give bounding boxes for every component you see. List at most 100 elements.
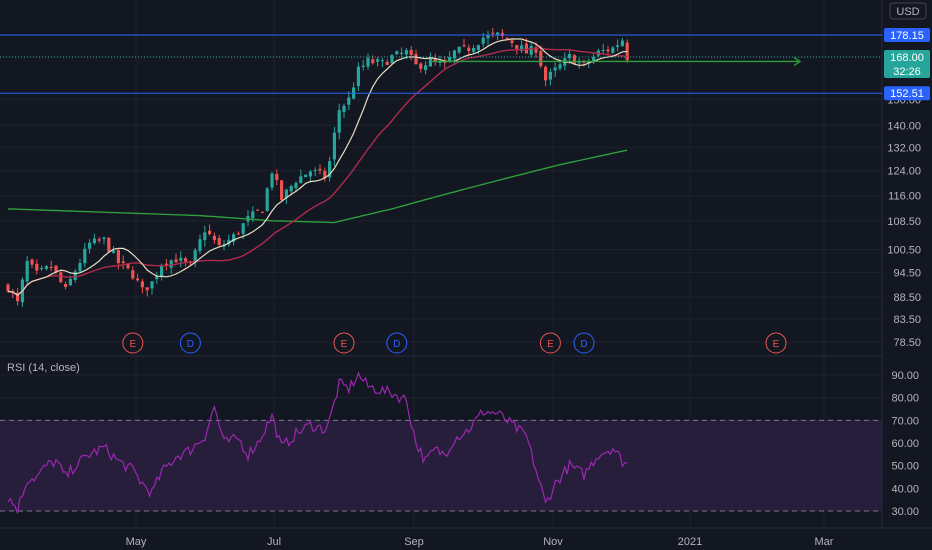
time-tick-label: Jul xyxy=(267,536,281,548)
candle xyxy=(289,184,293,196)
candle xyxy=(140,278,144,294)
candle xyxy=(299,169,303,184)
upper-line-tag: 178.15 xyxy=(884,28,930,42)
time-tick-label: May xyxy=(126,536,147,548)
candle xyxy=(462,38,466,48)
rsi-scale[interactable]: 90.00 80.00 70.00 60.00 50.00 40.00 30.00 xyxy=(891,370,919,518)
candle xyxy=(107,236,111,253)
candle xyxy=(40,265,44,271)
candle xyxy=(611,46,615,54)
candle xyxy=(376,56,380,67)
candle xyxy=(184,256,188,267)
candle xyxy=(30,258,34,269)
candle xyxy=(361,59,365,71)
rsi-band-fill xyxy=(0,420,882,511)
candle xyxy=(328,156,332,182)
earnings-marker[interactable]: E xyxy=(333,332,355,354)
currency-label: USD xyxy=(896,6,919,18)
candle xyxy=(112,246,116,254)
candle xyxy=(260,211,264,213)
rsi-indicator-label[interactable]: RSI (14, close) xyxy=(7,362,80,374)
dividend-marker[interactable]: D xyxy=(573,332,595,354)
earnings-marker[interactable]: E xyxy=(765,332,787,354)
candle xyxy=(256,209,260,212)
candle xyxy=(548,68,552,86)
currency-badge[interactable]: USD xyxy=(889,2,927,20)
candle xyxy=(390,54,394,65)
lower-line-tag: 152.51 xyxy=(884,86,930,101)
svg-text:E: E xyxy=(773,339,780,350)
candle xyxy=(443,56,447,69)
dividend-marker[interactable]: D xyxy=(386,332,408,354)
candle xyxy=(496,32,500,40)
candle xyxy=(433,53,437,66)
candle xyxy=(265,187,269,212)
candle xyxy=(472,44,476,54)
price-tick-label: 100.50 xyxy=(887,244,921,256)
candle xyxy=(457,46,461,55)
price-tick-label: 88.50 xyxy=(893,292,921,304)
rsi-tick-label: 30.00 xyxy=(891,506,919,518)
candle xyxy=(275,169,279,186)
candle xyxy=(625,39,629,63)
candle xyxy=(193,247,197,267)
candle xyxy=(337,103,341,140)
candle xyxy=(97,237,101,244)
price-tick-label: 124.00 xyxy=(887,166,921,178)
dividend-marker[interactable]: D xyxy=(179,332,201,354)
price-tick-label: 94.50 xyxy=(893,268,921,280)
candle xyxy=(323,167,327,182)
svg-text:D: D xyxy=(187,339,194,350)
bar-countdown: 32:26 xyxy=(893,66,921,78)
current-price-tag: 168.00 32:26 xyxy=(884,49,930,78)
candle xyxy=(179,251,183,268)
candle xyxy=(270,171,274,191)
projection-arrow[interactable] xyxy=(430,56,802,67)
candle xyxy=(318,164,322,175)
time-scale[interactable]: May Jul Sep Nov 2021 Mar xyxy=(126,536,834,548)
candle xyxy=(174,253,178,263)
candle xyxy=(424,61,428,75)
svg-text:D: D xyxy=(393,339,400,350)
candle xyxy=(35,259,39,275)
rsi-tick-label: 90.00 xyxy=(891,370,919,382)
earnings-marker[interactable]: E xyxy=(539,332,561,354)
price-tick-label: 132.00 xyxy=(887,142,921,154)
candle xyxy=(572,53,576,65)
candle xyxy=(409,46,413,61)
candle xyxy=(400,47,404,58)
candle xyxy=(280,179,284,202)
candle xyxy=(145,287,149,297)
candle xyxy=(510,38,514,48)
candle xyxy=(520,40,524,53)
sma-mid-line xyxy=(7,47,628,296)
candle xyxy=(601,43,605,55)
candle xyxy=(164,259,168,271)
svg-text:E: E xyxy=(129,339,136,350)
candle xyxy=(102,236,106,245)
candle xyxy=(121,255,125,270)
svg-text:D: D xyxy=(580,339,587,350)
candle xyxy=(294,181,298,193)
candle xyxy=(203,225,207,247)
sma-fast-line xyxy=(7,38,628,296)
rsi-tick-label: 70.00 xyxy=(891,415,919,427)
candle xyxy=(217,234,221,247)
candle xyxy=(577,58,581,69)
rsi-tick-label: 50.00 xyxy=(891,461,919,473)
current-price-value: 168.00 xyxy=(890,52,924,64)
lower-line-value: 152.51 xyxy=(890,88,924,100)
candle xyxy=(126,263,130,270)
candle xyxy=(64,281,68,290)
earnings-marker[interactable]: E xyxy=(122,332,144,354)
rsi-tick-label: 40.00 xyxy=(891,483,919,495)
candle xyxy=(83,243,87,268)
candle xyxy=(342,103,346,119)
candle xyxy=(308,169,312,183)
candle xyxy=(592,53,596,65)
time-tick-label: Nov xyxy=(543,536,563,548)
rsi-tick-label: 80.00 xyxy=(891,393,919,405)
candle xyxy=(232,232,236,246)
